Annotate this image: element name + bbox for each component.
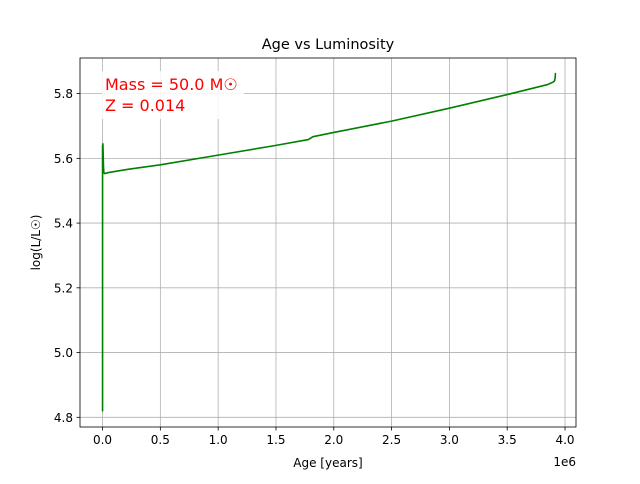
- chart-title: Age vs Luminosity: [262, 37, 395, 53]
- y-tick-label: 5.6: [54, 152, 73, 166]
- x-tick-label: 2.0: [324, 433, 343, 447]
- x-tick-label: 2.5: [382, 433, 401, 447]
- x-ticks: 0.0 0.5 1.0 1.5 2.0 2.5 3.0 3.5 4.0: [93, 427, 575, 447]
- annotation-metallicity: Z = 0.014: [105, 96, 185, 115]
- plot-frame: [79, 57, 577, 428]
- x-tick-label: 3.5: [498, 433, 517, 447]
- series-line-0: [101, 72, 557, 412]
- y-axis-label: log(L/L☉): [29, 215, 43, 271]
- x-tick-label: 0.0: [93, 433, 112, 447]
- grid: [80, 58, 576, 427]
- y-tick-label: 5.8: [54, 87, 73, 101]
- y-tick-label: 5.2: [54, 281, 73, 295]
- series-layer: [101, 72, 557, 412]
- annotation-mass: Mass = 50.0 M☉: [105, 75, 238, 94]
- x-axis-label: Age [years]: [293, 456, 362, 470]
- y-tick-label: 5.0: [54, 346, 73, 360]
- x-tick-label: 1.0: [209, 433, 228, 447]
- annotation-box: [102, 71, 244, 119]
- y-ticks: 4.8 5.0 5.2 5.4 5.6 5.8: [54, 87, 80, 425]
- x-tick-label: 3.0: [440, 433, 459, 447]
- y-tick-label: 4.8: [54, 411, 73, 425]
- x-axis-offset-label: 1e6: [553, 455, 576, 469]
- x-tick-label: 4.0: [555, 433, 574, 447]
- x-tick-label: 1.5: [266, 433, 285, 447]
- x-tick-label: 0.5: [151, 433, 170, 447]
- y-tick-label: 5.4: [54, 217, 73, 231]
